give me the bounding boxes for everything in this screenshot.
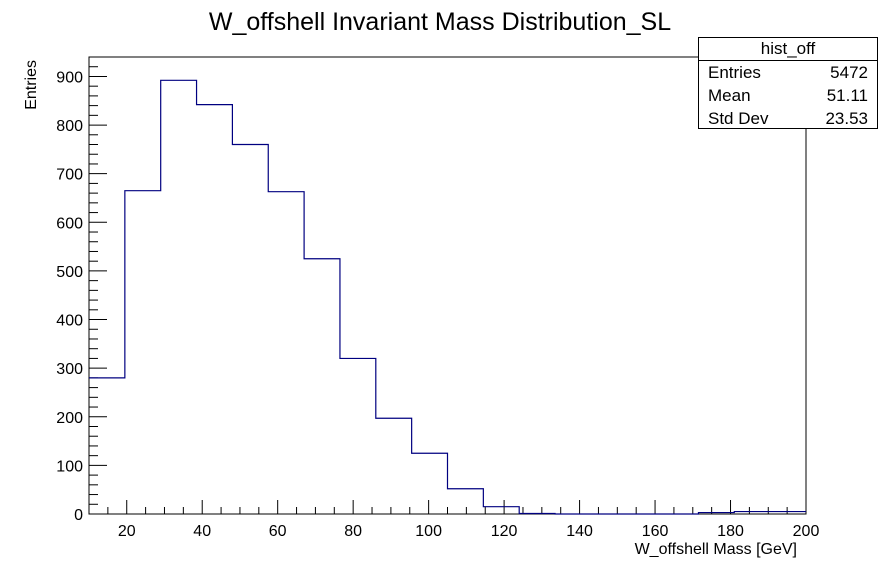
stats-box-title: hist_off [699,38,877,61]
y-tick-label: 500 [56,264,83,281]
x-tick-label: 20 [118,523,136,540]
x-axis: 20 40 60 80 100 120 140 160 180 200 [107,500,820,540]
x-tick-label: 100 [415,523,442,540]
stats-row-mean: Mean 51.11 [699,84,877,107]
x-tick-label: 180 [717,523,744,540]
stats-value: 23.53 [825,109,868,128]
stats-row-stddev: Std Dev 23.53 [699,107,877,130]
x-tick-label: 140 [566,523,593,540]
stats-label: Std Dev [708,109,769,128]
x-tick-label: 120 [491,523,518,540]
stats-label: Entries [708,63,761,82]
y-tick-label: 700 [56,167,83,184]
x-tick-label: 40 [193,523,211,540]
y-tick-label: 400 [56,313,83,330]
chart-title: W_offshell Invariant Mass Distribution_S… [209,8,671,36]
x-tick-label: 80 [344,523,362,540]
stats-label: Mean [708,86,751,105]
histogram-series [89,79,806,515]
x-tick-label: 60 [269,523,287,540]
stats-value: 5472 [830,63,868,82]
stats-value: 51.11 [826,86,868,105]
x-tick-label: 160 [642,523,669,540]
y-tick-label: 800 [56,118,83,135]
y-axis-label: Entries [23,60,40,110]
stats-box: hist_off Entries 5472 Mean 51.11 Std Dev… [698,37,878,129]
y-tick-label: 900 [56,69,83,86]
x-axis-label: W_offshell Mass [GeV] [635,541,797,558]
x-tick-label: 200 [793,523,820,540]
y-tick-label: 600 [56,215,83,232]
stats-row-entries: Entries 5472 [699,61,877,84]
y-tick-label: 100 [56,458,83,475]
y-tick-label: 0 [74,507,83,524]
y-tick-label: 200 [56,410,83,427]
y-axis: 0 100 200 300 400 500 600 700 800 900 [56,66,107,524]
y-tick-label: 300 [56,361,83,378]
